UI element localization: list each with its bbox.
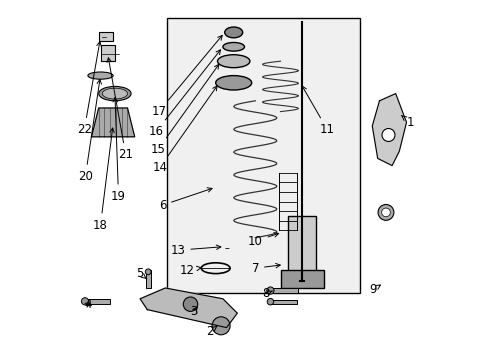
Text: 12: 12 xyxy=(179,264,201,276)
Bar xyxy=(269,288,298,293)
Ellipse shape xyxy=(266,287,273,294)
Bar xyxy=(101,45,115,61)
Bar xyxy=(145,270,151,288)
Bar xyxy=(280,270,323,288)
Text: 18: 18 xyxy=(93,128,114,231)
Ellipse shape xyxy=(99,86,131,101)
Text: 1: 1 xyxy=(401,116,413,129)
Bar xyxy=(99,32,113,41)
Bar xyxy=(269,300,296,304)
Text: 21: 21 xyxy=(107,58,133,161)
Ellipse shape xyxy=(223,42,244,51)
Text: 3: 3 xyxy=(190,305,197,318)
Ellipse shape xyxy=(381,208,389,217)
Polygon shape xyxy=(91,108,134,137)
Text: 9: 9 xyxy=(368,283,380,296)
Polygon shape xyxy=(140,288,237,328)
Ellipse shape xyxy=(215,76,251,90)
Ellipse shape xyxy=(102,88,127,99)
Ellipse shape xyxy=(183,297,197,311)
Text: 13: 13 xyxy=(170,244,221,257)
Ellipse shape xyxy=(381,129,394,141)
Text: 16: 16 xyxy=(148,50,220,138)
Text: 8: 8 xyxy=(262,287,272,300)
Text: 14: 14 xyxy=(152,86,217,174)
Ellipse shape xyxy=(212,317,230,335)
Text: 5: 5 xyxy=(136,267,146,280)
Text: 17: 17 xyxy=(151,35,222,118)
Text: 2: 2 xyxy=(206,325,217,338)
Ellipse shape xyxy=(81,298,88,305)
Ellipse shape xyxy=(145,269,151,275)
Ellipse shape xyxy=(224,27,242,38)
Polygon shape xyxy=(371,94,406,166)
Text: 4: 4 xyxy=(84,298,91,311)
Ellipse shape xyxy=(266,298,273,305)
Text: 6: 6 xyxy=(158,188,212,212)
Text: 19: 19 xyxy=(111,98,126,203)
Ellipse shape xyxy=(377,204,393,220)
Text: 20: 20 xyxy=(78,80,101,183)
Bar xyxy=(287,216,316,281)
Text: 11: 11 xyxy=(302,86,334,136)
Text: 15: 15 xyxy=(150,64,219,156)
FancyBboxPatch shape xyxy=(167,18,359,293)
Text: 7: 7 xyxy=(251,262,280,275)
Text: 22: 22 xyxy=(77,42,101,136)
Ellipse shape xyxy=(217,55,249,68)
Ellipse shape xyxy=(88,72,113,79)
Bar xyxy=(84,299,109,304)
Text: 10: 10 xyxy=(247,233,278,248)
